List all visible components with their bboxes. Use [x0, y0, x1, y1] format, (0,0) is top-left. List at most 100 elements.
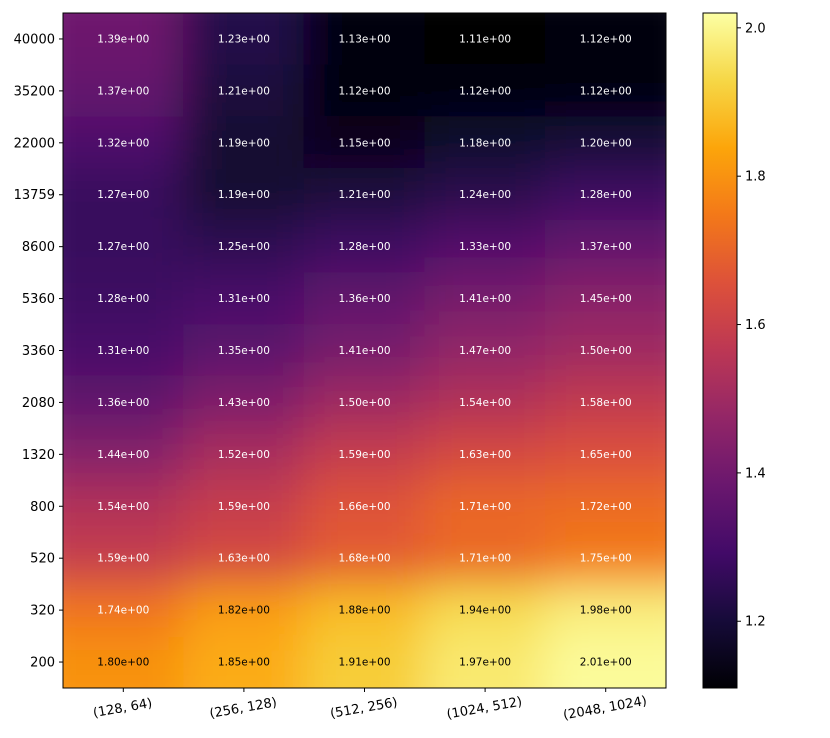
cell-value-label: 1.80e+00 — [97, 657, 149, 669]
heatmap-cell — [424, 427, 546, 481]
cell-value-label: 1.91e+00 — [339, 657, 391, 669]
cell-value-label: 1.37e+00 — [97, 85, 149, 97]
heatmap-cell — [63, 220, 185, 274]
cell-value-label: 1.28e+00 — [580, 189, 632, 201]
cell-value-label: 1.59e+00 — [97, 553, 149, 565]
y-tick-label: 13759 — [14, 188, 55, 203]
cell-value-label: 1.20e+00 — [580, 137, 632, 149]
heatmap-cell — [63, 479, 185, 533]
cell-value-label: 1.13e+00 — [339, 33, 391, 45]
cell-value-label: 1.98e+00 — [580, 605, 632, 617]
colorbar-tick-label: 2.0 — [745, 21, 766, 36]
cell-value-label: 1.35e+00 — [218, 345, 270, 357]
cell-value-label: 1.21e+00 — [339, 189, 391, 201]
cell-value-label: 1.97e+00 — [459, 657, 511, 669]
heatmap-surface — [63, 13, 666, 688]
cell-value-label: 1.28e+00 — [97, 293, 149, 305]
cell-value-label: 1.63e+00 — [459, 449, 511, 461]
cell-value-label: 1.72e+00 — [580, 501, 632, 513]
heatmap-cell — [183, 531, 305, 585]
heatmap-cell — [63, 116, 185, 170]
cell-value-label: 1.15e+00 — [339, 137, 391, 149]
cell-value-label: 1.12e+00 — [459, 85, 511, 97]
heatmap-cell — [303, 583, 426, 637]
cell-value-label: 1.41e+00 — [339, 345, 391, 357]
cell-value-label: 1.65e+00 — [580, 449, 632, 461]
y-tick-label: 3360 — [22, 344, 55, 359]
heatmap-cell — [424, 531, 546, 585]
cell-value-label: 1.11e+00 — [459, 33, 511, 45]
heatmap-cell — [424, 375, 546, 429]
heatmap-cell — [303, 375, 426, 429]
colorbar — [702, 12, 738, 689]
heatmap-cell — [424, 168, 546, 222]
y-tick-label: 40000 — [14, 32, 55, 47]
heatmap-cell — [544, 13, 666, 66]
heatmap-cell — [424, 272, 546, 326]
colorbar-tick-label: 1.4 — [745, 466, 766, 481]
x-tick-label: (2048, 1024) — [562, 694, 648, 723]
heatmap-cell — [63, 531, 185, 585]
cell-value-label: 1.88e+00 — [339, 605, 391, 617]
cell-value-label: 1.21e+00 — [218, 85, 270, 97]
heatmap-cell — [544, 324, 666, 377]
cell-value-label: 1.54e+00 — [97, 501, 149, 513]
x-tick-label: (256, 128) — [208, 695, 278, 722]
heatmap-cell — [183, 272, 305, 326]
heatmap-cell — [303, 64, 426, 118]
heatmap-cell — [544, 531, 666, 585]
cell-value-label: 1.24e+00 — [459, 189, 511, 201]
heatmap-cell — [424, 635, 546, 688]
heatmap-cell — [303, 479, 426, 533]
cell-value-label: 1.12e+00 — [580, 33, 632, 45]
heatmap-cell — [424, 64, 546, 118]
heatmap-cell — [63, 324, 185, 377]
y-tick-label: 520 — [30, 552, 55, 567]
cell-value-label: 1.19e+00 — [218, 137, 270, 149]
y-tick-label: 320 — [30, 604, 55, 619]
heatmap-cell — [303, 220, 426, 274]
heatmap-cell — [183, 427, 305, 481]
cell-value-label: 1.27e+00 — [97, 189, 149, 201]
heatmap-cell — [303, 272, 426, 326]
heatmap-cell — [63, 375, 185, 429]
x-tick-label: (512, 256) — [329, 695, 399, 722]
heatmap-cell — [424, 324, 546, 377]
heatmap-cell — [63, 583, 185, 637]
cell-value-label: 1.18e+00 — [459, 137, 511, 149]
heatmap-cell — [183, 635, 305, 688]
heatmap-cell — [424, 220, 546, 274]
cell-value-label: 1.43e+00 — [218, 397, 270, 409]
heatmap-cell — [183, 64, 305, 118]
cell-value-label: 1.58e+00 — [580, 397, 632, 409]
x-tick-label: (128, 64) — [92, 696, 153, 721]
cell-value-label: 1.50e+00 — [580, 345, 632, 357]
y-tick-label: 5360 — [22, 292, 55, 307]
heatmap-cell — [183, 220, 305, 274]
heatmap-cell — [424, 479, 546, 533]
heatmap-cell — [544, 375, 666, 429]
heatmap-cell — [183, 583, 305, 637]
cell-value-label: 1.74e+00 — [97, 605, 149, 617]
cell-value-label: 1.12e+00 — [580, 85, 632, 97]
cell-value-label: 1.33e+00 — [459, 241, 511, 253]
colorbar-tick-label: 1.6 — [745, 318, 766, 333]
heatmap-cell — [183, 116, 305, 170]
y-tick-label: 1320 — [22, 448, 55, 463]
y-tick-label: 8600 — [22, 240, 55, 255]
heatmap-cell — [303, 324, 426, 377]
heatmap-cell — [63, 64, 185, 118]
heatmap-cell — [303, 635, 426, 688]
heatmap-cell — [424, 13, 546, 66]
heatmap-cell — [63, 635, 185, 688]
heatmap-cell — [544, 64, 666, 118]
cell-value-label: 1.94e+00 — [459, 605, 511, 617]
heatmap-cell — [544, 635, 666, 688]
y-tick-label: 200 — [30, 656, 55, 671]
cell-value-label: 1.50e+00 — [339, 397, 391, 409]
heatmap-cell — [183, 168, 305, 222]
x-tick-label: (1024, 512) — [446, 695, 524, 723]
y-tick-label: 2080 — [22, 396, 55, 411]
heatmap-cell — [63, 168, 185, 222]
